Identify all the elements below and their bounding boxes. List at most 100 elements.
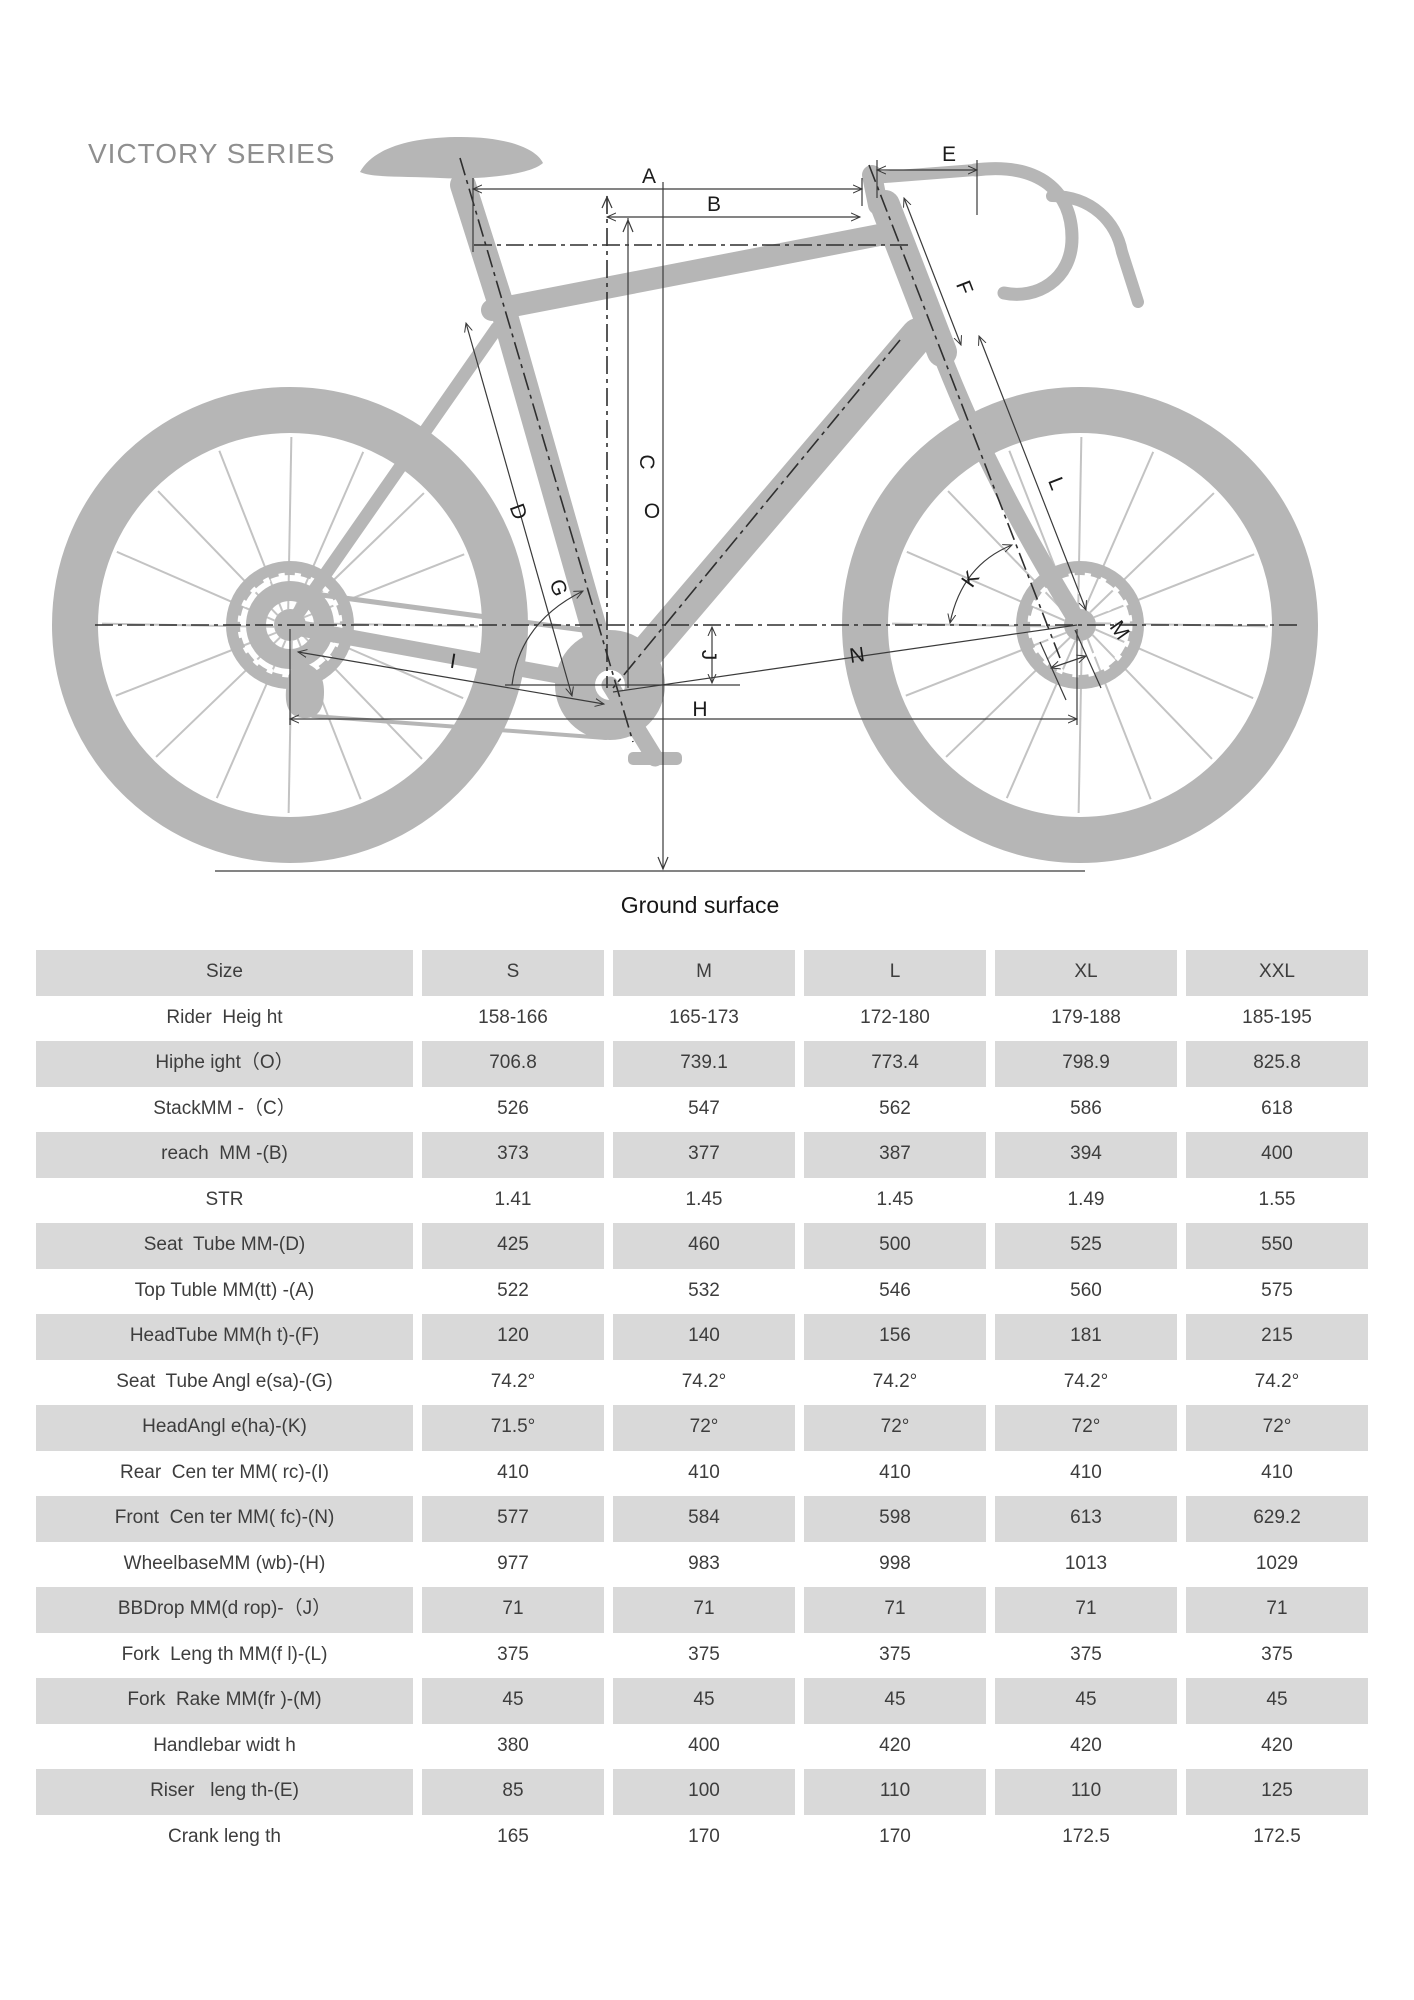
dim-f <box>904 198 961 345</box>
frame <box>283 136 1144 767</box>
bike-diagram-svg: A B C D E F G H I J K L M N O <box>52 136 1318 872</box>
table-cell-value: 500 <box>804 1223 986 1269</box>
spoke <box>1095 622 1269 628</box>
seatpost <box>450 172 515 321</box>
table-row-label: Handlebar widt h <box>153 1734 296 1756</box>
dim-label-j: J <box>697 650 720 661</box>
table-header-s: S <box>422 950 604 996</box>
table-cell-value: 140 <box>613 1314 795 1360</box>
table-cell-value: 71 <box>995 1587 1177 1633</box>
page-title: VICTORY SERIES <box>88 138 336 169</box>
table-row-label: StackMM -（C） <box>153 1097 296 1119</box>
ground-surface-label: Ground surface <box>620 892 780 918</box>
table-cell-value: 546 <box>879 1279 911 1301</box>
down-tube-axis <box>612 339 901 689</box>
table-row-label: Top Tuble MM(tt) -(A) <box>134 1279 315 1301</box>
table-cell-value: 773.4 <box>804 1041 986 1087</box>
bike-silhouette <box>52 136 1318 863</box>
dimension-labels: A B C D E F G H I J K L M N O <box>448 143 1133 721</box>
table-cell-value: 110 <box>804 1769 986 1815</box>
dim-m-line2 <box>1074 629 1102 689</box>
table-cell-value: 74.2° <box>490 1370 536 1392</box>
spoke <box>218 450 284 612</box>
dim-label-a: A <box>642 165 656 188</box>
table-row-label: Rider Heig ht <box>166 1006 283 1028</box>
table-cell-value: 72° <box>804 1405 986 1451</box>
table-header-l: L <box>804 950 986 996</box>
table-cell-value: 400 <box>688 1734 720 1756</box>
table-cell-value: 460 <box>613 1223 795 1269</box>
spoke <box>157 490 279 616</box>
table-cell-value: 560 <box>1070 1279 1102 1301</box>
table-cell-value: 375 <box>1070 1643 1102 1665</box>
spoke <box>115 631 277 697</box>
table-cell-value: 618 <box>1261 1097 1293 1119</box>
dim-label-n: N <box>848 643 866 668</box>
table-row-label: Hiphe ight（O） <box>36 1041 413 1087</box>
dim-label-l: L <box>1043 474 1069 493</box>
dim-n <box>612 624 1078 693</box>
table-cell-value: 584 <box>613 1496 795 1542</box>
table-cell-value: 165 <box>497 1825 529 1847</box>
table-cell-value: 373 <box>422 1132 604 1178</box>
table-cell-value: 400 <box>1186 1132 1368 1178</box>
table-cell-value: 375 <box>688 1643 720 1665</box>
table-cell-value: 100 <box>613 1769 795 1815</box>
table-cell-value: 394 <box>995 1132 1177 1178</box>
dim-label-h: H <box>692 698 707 721</box>
table-cell-value: 1.49 <box>1067 1188 1105 1210</box>
table-cell-value: 45 <box>804 1678 986 1724</box>
table-header-xl: XL <box>995 950 1177 996</box>
table-cell-value: 158-166 <box>478 1006 548 1028</box>
table-cell-value: 387 <box>804 1132 986 1178</box>
dim-label-k: K <box>957 567 984 592</box>
table-cell-value: 1.41 <box>494 1188 532 1210</box>
table-row-label: reach MM -(B) <box>36 1132 413 1178</box>
table-cell-value: 71 <box>1186 1587 1368 1633</box>
spoke <box>1089 492 1215 614</box>
top-tube <box>481 221 906 321</box>
table-cell-value: 575 <box>1261 1279 1293 1301</box>
table-cell-value: 45 <box>1186 1678 1368 1724</box>
table-row-label: HeadTube MM(h t)-(F) <box>36 1314 413 1360</box>
spoke <box>945 636 1071 758</box>
table-header-m: M <box>613 950 795 996</box>
table-row-label: Front Cen ter MM( fc)-(N) <box>36 1496 413 1542</box>
table-cell-value: 1029 <box>1255 1552 1299 1574</box>
table-cell-value: 598 <box>804 1496 986 1542</box>
table-cell-value: 45 <box>422 1678 604 1724</box>
spoke <box>905 631 1067 697</box>
table-cell-value: 562 <box>879 1097 911 1119</box>
table-cell-value: 45 <box>613 1678 795 1724</box>
table-cell-value: 998 <box>879 1552 911 1574</box>
geometry-table: Size S M L XL XXL Rider Heig ht 158-166 165-173 1… <box>36 950 1368 1860</box>
spoke <box>293 451 365 611</box>
table-cell-value: 825.8 <box>1186 1041 1368 1087</box>
table-cell-value: 74.2° <box>681 1370 727 1392</box>
spoke <box>1086 638 1152 800</box>
table-cell-value: 420 <box>879 1734 911 1756</box>
table-cell-value: 410 <box>879 1461 911 1483</box>
dim-d <box>466 323 572 696</box>
dim-label-c: C <box>635 454 658 469</box>
dim-label-g: G <box>545 576 572 599</box>
spoke <box>287 436 293 610</box>
table-cell-value: 380 <box>497 1734 529 1756</box>
dim-i <box>298 652 604 704</box>
table-cell-value: 185-195 <box>1242 1006 1312 1028</box>
table-cell-value: 120 <box>422 1314 604 1360</box>
spoke <box>1077 436 1083 610</box>
table-cell-value: 410 <box>1070 1461 1102 1483</box>
dim-m-line1 <box>1039 641 1067 701</box>
spoke <box>215 639 287 799</box>
table-cell-value: 977 <box>497 1552 529 1574</box>
table-cell-value: 375 <box>497 1643 529 1665</box>
bike-geometry-diagram: A B C D E F G H I J K L M N O <box>0 0 1414 950</box>
pedal <box>628 752 682 765</box>
table-row-label: HeadAngl e(ha)-(K) <box>36 1405 413 1451</box>
table-cell-value: 179-188 <box>1051 1006 1121 1028</box>
table-header-xxl: XXL <box>1186 950 1368 996</box>
dim-label-b: B <box>707 193 721 216</box>
table-row-label: WheelbaseMM (wb)-(H) <box>123 1552 326 1574</box>
table-cell-value: 72° <box>1186 1405 1368 1451</box>
